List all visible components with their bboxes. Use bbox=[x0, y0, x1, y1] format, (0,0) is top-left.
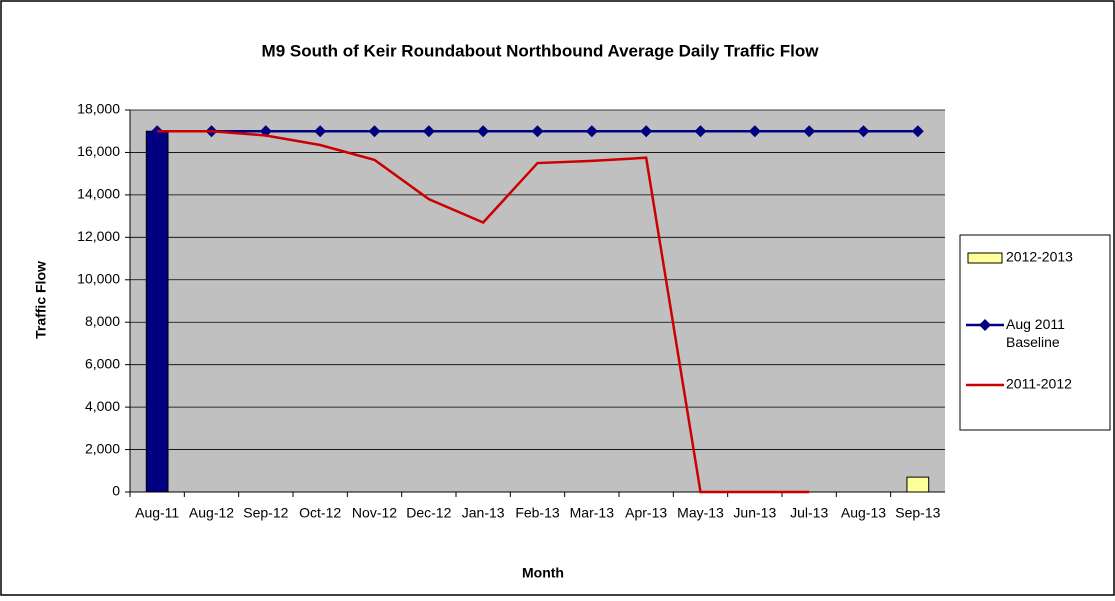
x-tick-label: Oct-12 bbox=[299, 505, 341, 521]
x-tick-label: Feb-13 bbox=[515, 505, 560, 521]
marker bbox=[857, 125, 870, 138]
x-tick-label: Apr-13 bbox=[625, 505, 667, 521]
marker bbox=[911, 125, 924, 138]
x-tick-label: Nov-12 bbox=[352, 505, 397, 521]
line bbox=[157, 129, 810, 494]
y-tick-label: 2,000 bbox=[85, 440, 120, 456]
y-tick-label: 18,000 bbox=[77, 101, 120, 117]
x-axis-label: Month bbox=[522, 565, 564, 581]
plot-area bbox=[130, 110, 945, 492]
marker bbox=[531, 125, 544, 138]
legend-label: 2011-2012 bbox=[1006, 376, 1072, 392]
legend-marker bbox=[979, 319, 991, 331]
x-tick-label: Jan-13 bbox=[462, 505, 505, 521]
y-tick-label: 14,000 bbox=[77, 186, 120, 202]
bar bbox=[906, 476, 930, 493]
x-tick-label: Mar-13 bbox=[570, 505, 615, 521]
legend-swatch bbox=[967, 252, 1003, 264]
marker bbox=[803, 125, 816, 138]
marker bbox=[640, 125, 653, 138]
marker bbox=[477, 125, 490, 138]
y-tick-label: 0 bbox=[112, 483, 120, 499]
marker bbox=[314, 125, 327, 138]
bar bbox=[145, 130, 169, 493]
marker bbox=[748, 125, 761, 138]
x-tick-label: May-13 bbox=[677, 505, 724, 521]
y-tick-label: 6,000 bbox=[85, 355, 120, 371]
chart-title: M9 South of Keir Roundabout Northbound A… bbox=[262, 41, 820, 60]
y-tick-label: 8,000 bbox=[85, 313, 120, 329]
x-tick-label: Aug-13 bbox=[841, 505, 886, 521]
x-tick-label: Aug-11 bbox=[135, 505, 179, 521]
legend-label: 2012-2013 bbox=[1006, 249, 1073, 265]
y-axis-label: Traffic Flow bbox=[33, 261, 49, 339]
x-tick-label: Jul-13 bbox=[790, 505, 828, 521]
legend-label: Aug 2011 Baseline bbox=[1006, 316, 1069, 350]
x-tick-label: Sep-12 bbox=[243, 505, 288, 521]
y-tick-label: 4,000 bbox=[85, 398, 120, 414]
x-tick-label: Jun-13 bbox=[733, 505, 776, 521]
y-tick-label: 12,000 bbox=[77, 228, 120, 244]
y-tick-label: 10,000 bbox=[77, 270, 120, 286]
y-tick-label: 16,000 bbox=[77, 143, 120, 159]
x-tick-label: Dec-12 bbox=[406, 505, 451, 521]
x-tick-label: Sep-13 bbox=[895, 505, 940, 521]
x-tick-label: Aug-12 bbox=[189, 505, 234, 521]
marker bbox=[694, 125, 707, 138]
marker bbox=[422, 125, 435, 138]
legend bbox=[959, 234, 1111, 431]
marker bbox=[368, 125, 381, 138]
marker bbox=[585, 125, 598, 138]
